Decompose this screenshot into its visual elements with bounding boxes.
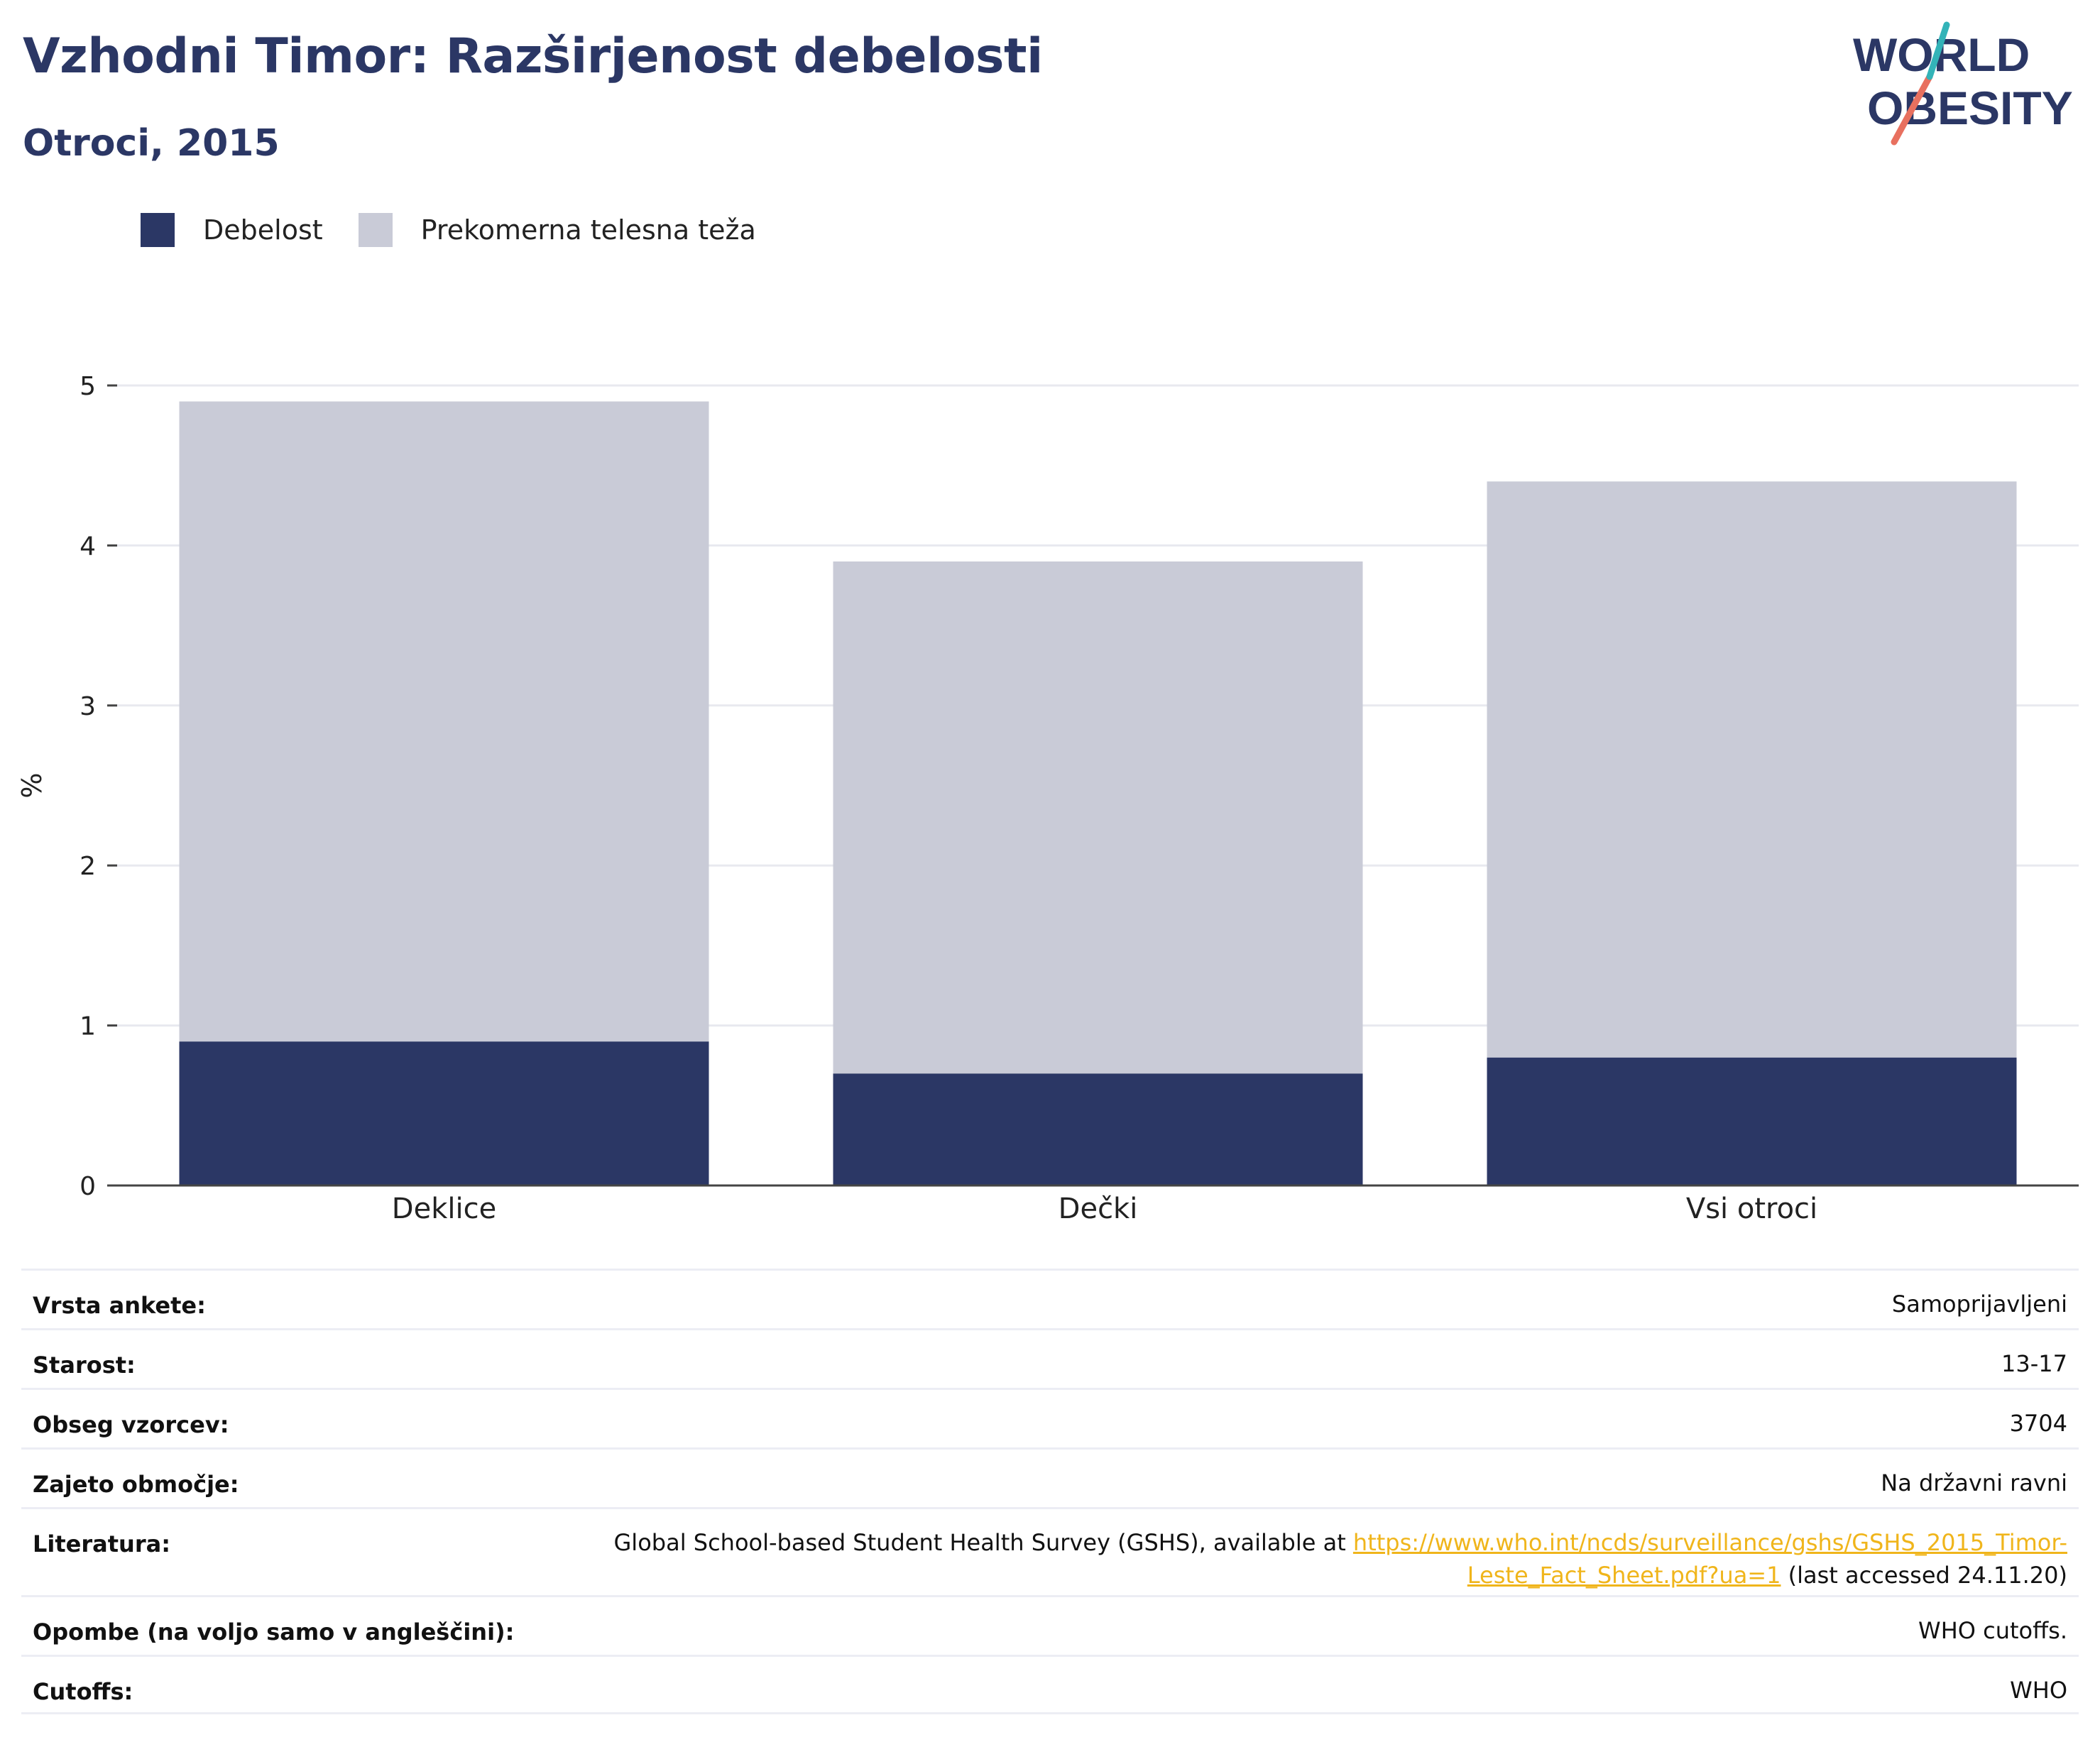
reference-link-part2[interactable]: Leste_Fact_Sheet.pdf?ua=1 bbox=[1467, 1562, 1781, 1589]
meta-label: Opombe (na voljo samo v angleščini): bbox=[33, 1619, 515, 1645]
bar-overweight bbox=[179, 401, 709, 1042]
meta-row-age: Starost: 13-17 bbox=[21, 1328, 2079, 1388]
meta-row-references: Literatura: Global School-based Student … bbox=[21, 1507, 2079, 1595]
bar-overweight bbox=[833, 561, 1363, 1074]
y-axis-label: % bbox=[16, 772, 48, 798]
logo-line2: OBESITY bbox=[1867, 82, 2073, 134]
meta-value: Samoprijavljeni bbox=[1891, 1291, 2067, 1318]
reference-accessed: (last accessed 24.11.20) bbox=[1781, 1562, 2067, 1589]
meta-value: 3704 bbox=[2009, 1410, 2067, 1437]
logo-slash-teal bbox=[1926, 21, 1950, 80]
meta-label: Obseg vzorcev: bbox=[33, 1411, 229, 1438]
y-tick-label: 3 bbox=[80, 692, 96, 721]
meta-row-survey-type: Vrsta ankete: Samoprijavljeni bbox=[21, 1269, 2079, 1328]
legend-item-overweight[interactable]: Prekomerna telesna teža bbox=[358, 213, 756, 247]
meta-value: WHO cutoffs. bbox=[1918, 1617, 2067, 1644]
chart-subtitle: Otroci, 2015 bbox=[23, 122, 280, 165]
legend-label-overweight: Prekomerna telesna teža bbox=[420, 214, 756, 246]
x-tick-label: Vsi otroci bbox=[1686, 1193, 1817, 1225]
meta-value: WHO bbox=[2010, 1677, 2067, 1704]
meta-label: Literatura: bbox=[33, 1530, 170, 1557]
y-tick-label: 0 bbox=[80, 1172, 96, 1201]
meta-row-area: Zajeto območje: Na državni ravni bbox=[21, 1447, 2079, 1507]
y-tick-label: 4 bbox=[80, 532, 96, 561]
meta-label: Zajeto območje: bbox=[33, 1471, 239, 1498]
legend-swatch-overweight bbox=[358, 213, 393, 247]
meta-label: Cutoffs: bbox=[33, 1678, 133, 1705]
bar-chart: 0 1 2 3 4 5% Deklice Dečki Vsi otroci bbox=[16, 372, 2079, 1225]
meta-row-notes: Opombe (na voljo samo v angleščini): WHO… bbox=[21, 1595, 2079, 1655]
x-tick-label: Dečki bbox=[1059, 1193, 1138, 1225]
chart-legend: Debelost Prekomerna telesna teža bbox=[141, 210, 792, 250]
x-tick-label: Deklice bbox=[392, 1193, 496, 1225]
meta-row-cutoffs: Cutoffs: WHO bbox=[21, 1655, 2079, 1714]
bar-overweight bbox=[1487, 481, 2017, 1058]
y-tick-label: 5 bbox=[80, 372, 96, 401]
meta-value: 13-17 bbox=[2001, 1350, 2067, 1377]
meta-label: Vrsta ankete: bbox=[33, 1292, 206, 1319]
meta-value: Na državni ravni bbox=[1881, 1469, 2067, 1496]
legend-swatch-obesity bbox=[141, 213, 175, 247]
y-tick-label: 1 bbox=[80, 1012, 96, 1041]
bar-obesity bbox=[833, 1073, 1363, 1185]
metadata-table: Vrsta ankete: Samoprijavljeni Starost: 1… bbox=[21, 1269, 2079, 1714]
bar-obesity bbox=[179, 1041, 709, 1185]
meta-value-references: Global School-based Student Health Surve… bbox=[614, 1526, 2068, 1592]
legend-label-obesity: Debelost bbox=[203, 214, 323, 246]
reference-text: Global School-based Student Health Surve… bbox=[613, 1529, 1353, 1556]
y-tick-label: 2 bbox=[80, 852, 96, 881]
logo-slash-red bbox=[1891, 73, 1933, 146]
world-obesity-logo: WORLD OBESITY bbox=[1853, 21, 2073, 146]
chart-title: Vzhodni Timor: Razširjenost debelosti bbox=[23, 28, 1043, 84]
meta-row-sample-size: Obseg vzorcev: 3704 bbox=[21, 1388, 2079, 1447]
bar-obesity bbox=[1487, 1057, 2017, 1185]
legend-item-obesity[interactable]: Debelost bbox=[141, 213, 323, 247]
meta-label: Starost: bbox=[33, 1352, 136, 1379]
reference-link-part1[interactable]: https://www.who.int/ncds/surveillance/gs… bbox=[1352, 1529, 2067, 1556]
